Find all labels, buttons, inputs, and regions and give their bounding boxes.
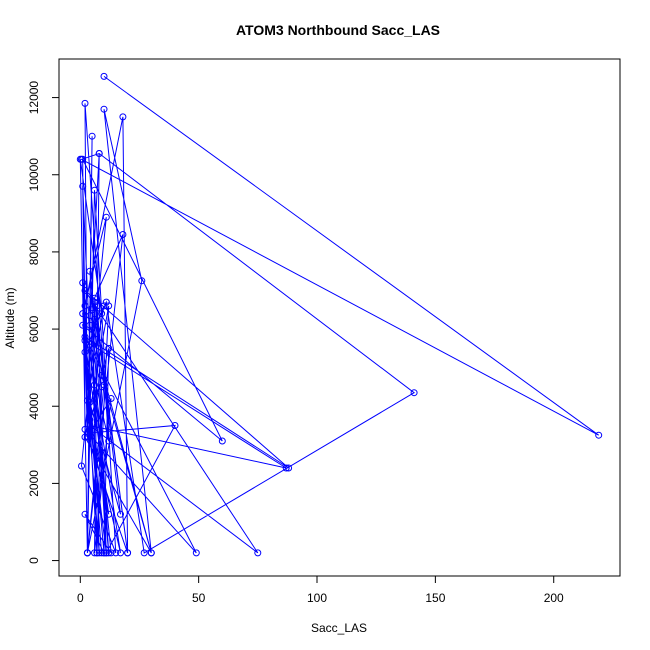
y-tick-label: 2000 [27,470,41,497]
data-point [91,549,98,557]
y-tick-label: 6000 [27,315,41,342]
data-point [100,549,108,557]
series-line [79,75,599,555]
data-point [79,310,87,318]
data-point [91,298,98,306]
data-series [76,72,603,557]
data-point [595,431,603,439]
data-point [86,321,94,329]
data-point [81,333,89,341]
data-point [105,344,113,352]
data-point [79,155,87,163]
data-point [192,549,200,557]
data-point [86,341,94,348]
data-point [107,395,115,402]
x-axis: 0 50 100 150 200 [77,575,564,605]
data-point [81,337,89,345]
data-point [102,213,110,221]
data-point [119,231,127,238]
data-point [171,422,179,429]
data-point [112,549,120,557]
data-point [254,549,262,557]
data-point [91,381,98,389]
data-point [79,279,87,287]
y-tick-label: 4000 [27,393,41,420]
data-point [86,312,94,320]
data-point [105,437,113,445]
data-point [76,155,84,163]
data-point [88,304,96,312]
data-point [91,294,98,302]
data-point [100,302,108,310]
data-point [81,425,89,433]
plot-frame [58,58,621,577]
y-tick-label: 12000 [27,81,41,115]
data-point [98,549,106,557]
data-point [91,186,98,194]
y-axis-label: Altitude (m) [3,287,17,348]
data-point [124,549,132,557]
data-point [105,302,113,310]
data-point [88,306,96,314]
data-point [86,267,94,275]
data-point [81,287,89,294]
data-point [218,437,226,445]
data-point [78,462,85,470]
y-tick-label: 0 [27,557,41,564]
data-point [102,298,110,306]
data-point [81,348,89,356]
data-point [105,510,113,518]
y-tick-label: 10000 [27,158,41,192]
data-point [147,549,155,557]
y-axis: 0 2000 4000 6000 8000 10000 12000 [27,81,60,564]
data-point [107,549,115,557]
data-point [86,425,94,433]
data-point [83,549,91,557]
data-point [410,389,418,397]
data-point [98,383,106,391]
x-axis-label: Sacc_LAS [311,621,367,635]
data-point [83,397,91,404]
data-point [93,549,101,557]
chart-title: ATOM3 Northbound Sacc_LAS [236,22,440,38]
data-point [79,182,87,190]
data-point [91,315,98,323]
data-point [98,310,106,318]
data-point [119,113,127,121]
x-tick-label: 150 [425,591,445,605]
y-tick-label: 8000 [27,238,41,265]
data-point [81,510,89,518]
data-point [105,549,113,557]
data-point [102,549,110,557]
x-tick-label: 200 [544,591,564,605]
data-point [98,371,106,379]
x-tick-label: 0 [77,591,84,605]
data-point [81,433,89,441]
data-point [285,464,293,472]
data-point [282,464,290,472]
data-point [100,105,108,113]
data-point [117,510,124,518]
data-point [86,416,94,424]
data-point [95,150,103,157]
data-point [81,99,89,107]
data-point [100,72,108,80]
data-point [81,302,89,310]
x-tick-label: 50 [192,591,206,605]
data-point [83,433,91,441]
data-point [117,549,124,557]
data-point [140,549,148,557]
data-point [138,277,146,285]
x-tick-label: 100 [307,591,327,605]
data-point [79,321,87,329]
data-point [95,549,103,557]
data-point [88,132,96,140]
